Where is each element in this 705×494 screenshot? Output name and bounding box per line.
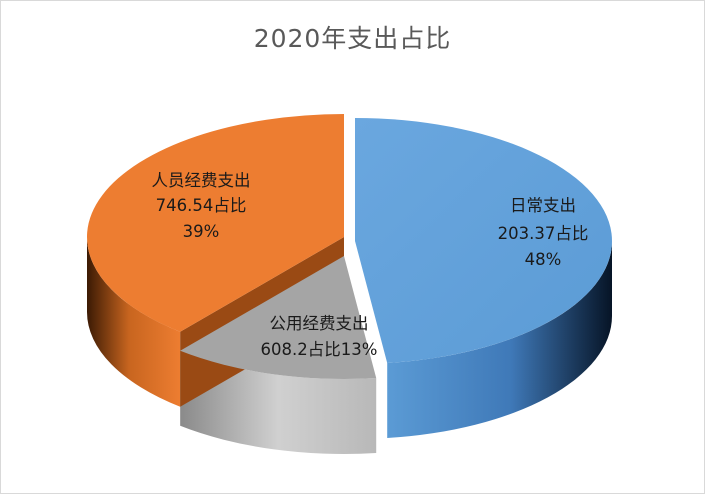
- slice-side-daily: [387, 241, 612, 439]
- data-label-personnel-2: 39%: [183, 222, 220, 241]
- slice-personnel: [87, 114, 344, 332]
- data-label-personnel-0: 人员经费支出: [152, 171, 251, 190]
- slice-daily: [355, 118, 612, 364]
- data-label-public-1: 608.2占比13%: [261, 340, 378, 359]
- data-label-public-0: 公用经费支出: [270, 314, 369, 333]
- data-label-daily-1: 203.37占比: [498, 224, 589, 243]
- data-label-daily-0: 日常支出: [510, 196, 576, 215]
- slice-side-personnel: [86, 237, 181, 407]
- chart-title: 2020年支出占比: [253, 24, 452, 53]
- slice-public: [180, 256, 377, 379]
- data-label-personnel-1: 746.54占比: [156, 196, 247, 215]
- data-label-daily-2: 48%: [525, 250, 562, 269]
